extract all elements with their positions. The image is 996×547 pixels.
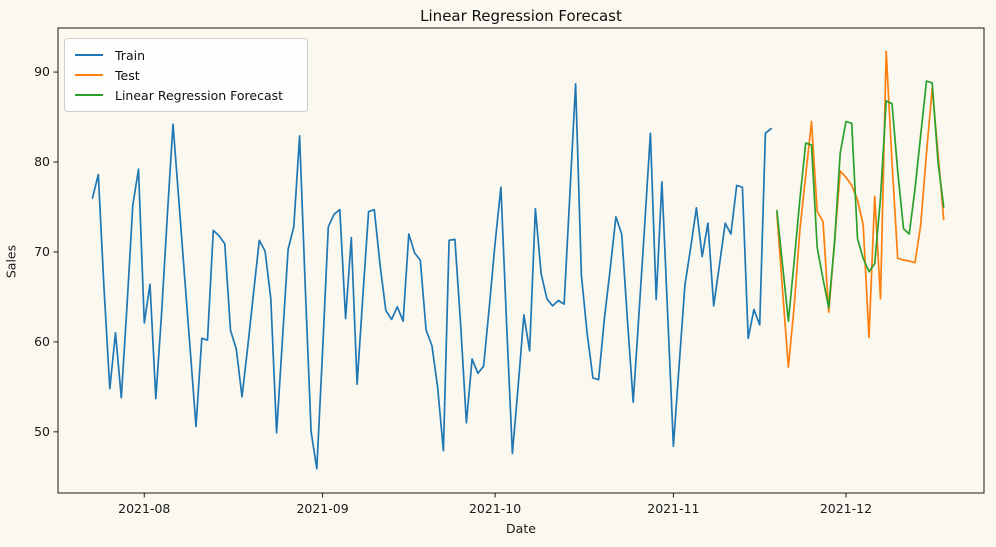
legend-line-swatch bbox=[75, 94, 103, 96]
y-tick-label: 70 bbox=[34, 243, 50, 259]
series-layer bbox=[91, 50, 945, 470]
y-tick-label: 90 bbox=[34, 64, 50, 80]
x-tick-label: 2021-12 bbox=[819, 501, 873, 516]
legend-entry: Linear Regression Forecast bbox=[71, 85, 297, 105]
train-line bbox=[91, 82, 773, 470]
y-tick-label: 50 bbox=[34, 423, 50, 439]
legend-line-swatch bbox=[75, 74, 103, 76]
linear-regression-forecast-line bbox=[776, 80, 945, 323]
legend: Train Test Linear Regression Forecast bbox=[64, 38, 308, 112]
x-axis-label: Date bbox=[506, 521, 536, 536]
x-tick-label: 2021-10 bbox=[468, 501, 522, 516]
legend-entry: Test bbox=[71, 65, 297, 85]
legend-entry: Train bbox=[71, 45, 297, 65]
axis-ticks bbox=[53, 71, 847, 498]
legend-label: Train bbox=[115, 47, 145, 63]
legend-label: Test bbox=[115, 67, 140, 83]
y-tick-label: 60 bbox=[34, 333, 50, 349]
axes-frame bbox=[57, 27, 985, 494]
x-tick-label: 2021-11 bbox=[647, 501, 700, 516]
legend-label: Linear Regression Forecast bbox=[115, 87, 284, 103]
y-tick-label: 80 bbox=[34, 154, 50, 169]
chart-title: Linear Regression Forecast bbox=[420, 7, 622, 25]
x-tick-label: 2021-09 bbox=[296, 501, 349, 516]
y-axis-label: Sales bbox=[3, 244, 19, 279]
legend-line-swatch bbox=[75, 54, 103, 56]
x-tick-label: 2021-08 bbox=[118, 501, 171, 516]
test-line bbox=[776, 50, 945, 368]
